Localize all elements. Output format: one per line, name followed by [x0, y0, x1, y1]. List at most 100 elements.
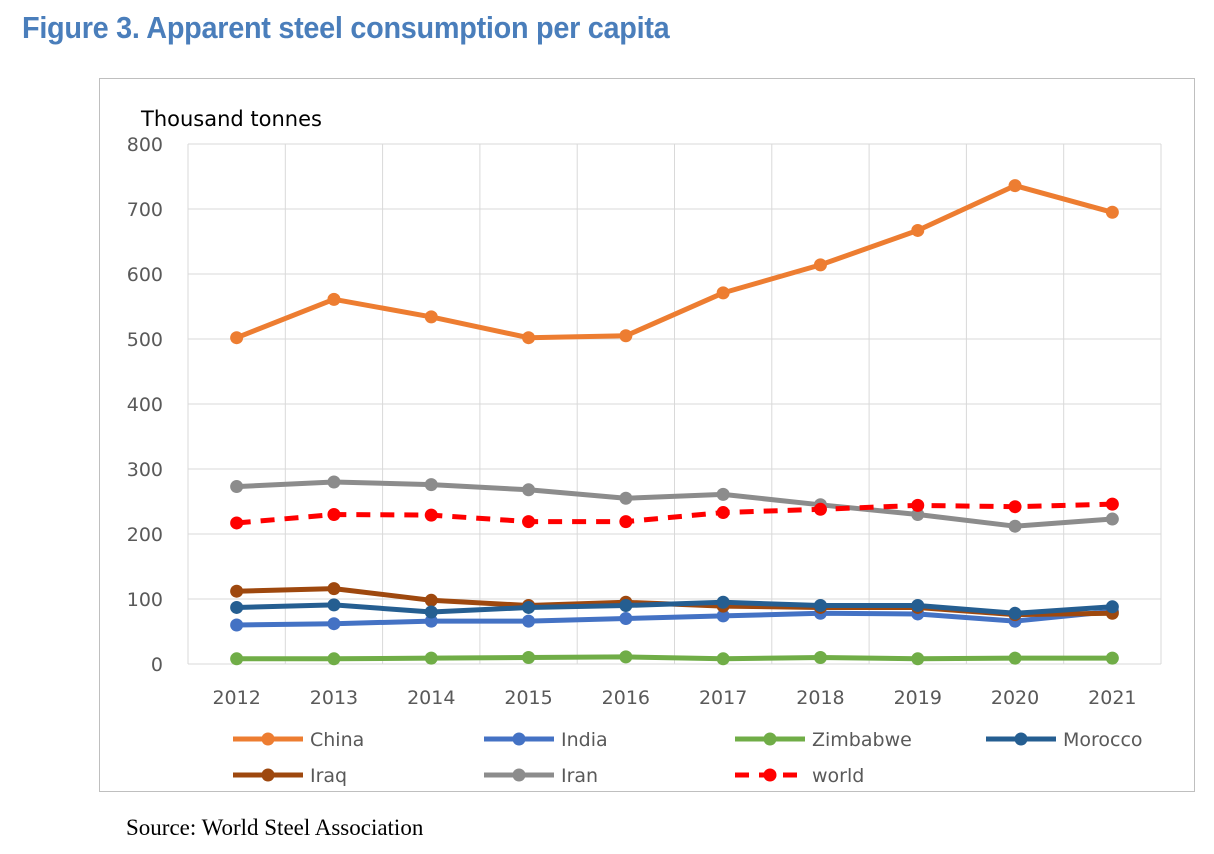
series-line-world — [236, 501, 1113, 526]
x-tick-label: 2021 — [1088, 687, 1136, 709]
data-point-china — [230, 331, 244, 345]
x-tick-label: 2017 — [699, 687, 747, 709]
data-point-morocco — [1105, 600, 1119, 614]
legend-label-world: world — [812, 765, 864, 787]
data-point-zimbabwe — [327, 652, 341, 666]
x-tick-label: 2020 — [991, 687, 1039, 709]
data-point-morocco — [813, 599, 827, 612]
x-tick-label: 2012 — [212, 687, 260, 709]
data-point-china — [424, 310, 438, 324]
data-point-zimbabwe — [1008, 651, 1022, 665]
data-point-world — [522, 515, 536, 529]
legend-marker-zimbabwe — [763, 732, 777, 746]
y-tick-label: 800 — [127, 134, 163, 156]
data-point-iran — [1105, 512, 1119, 526]
data-point-world — [327, 508, 341, 521]
data-point-china — [1008, 179, 1022, 193]
legend-label-china: China — [310, 729, 364, 751]
y-tick-label: 600 — [127, 264, 163, 286]
data-point-zimbabwe — [1105, 651, 1119, 665]
data-point-iran — [716, 487, 730, 501]
data-point-iran — [522, 483, 536, 497]
legend-label-iran: Iran — [561, 765, 598, 787]
legend-marker-world — [763, 768, 777, 782]
x-tick-label: 2014 — [407, 687, 455, 709]
y-tick-label: 500 — [127, 329, 163, 351]
figure-title: Figure 3. Apparent steel consumption per… — [22, 10, 670, 45]
data-point-zimbabwe — [619, 650, 633, 664]
y-axis-label: Thousand tonnes — [140, 107, 322, 131]
legend-marker-china — [261, 732, 275, 746]
x-tick-label: 2019 — [894, 687, 942, 709]
data-point-china — [522, 331, 536, 345]
y-tick-label: 0 — [151, 654, 163, 676]
data-point-iran — [1008, 519, 1022, 533]
data-point-morocco — [327, 598, 341, 612]
x-tick-label: 2015 — [504, 687, 552, 709]
data-point-china — [327, 292, 341, 306]
y-tick-label: 400 — [127, 394, 163, 416]
data-point-morocco — [716, 595, 730, 609]
data-point-world — [911, 498, 925, 512]
data-point-iran — [230, 480, 244, 494]
data-point-zimbabwe — [813, 651, 827, 664]
series-line-morocco — [234, 599, 1115, 616]
data-point-morocco — [522, 600, 536, 614]
data-point-iraq — [230, 584, 244, 598]
data-point-china — [716, 286, 730, 300]
legend-marker-iraq — [261, 768, 275, 782]
y-tick-label: 100 — [127, 589, 163, 611]
data-point-india — [327, 617, 341, 631]
data-point-morocco — [619, 599, 633, 612]
legend-label-india: India — [561, 729, 608, 751]
data-point-zimbabwe — [230, 652, 244, 666]
data-point-world — [813, 502, 827, 516]
data-point-iraq — [424, 593, 438, 607]
data-point-world — [230, 516, 244, 530]
data-point-india — [716, 609, 730, 623]
data-point-world — [716, 506, 730, 520]
x-tick-label: 2016 — [602, 687, 650, 709]
legend-label-morocco: Morocco — [1063, 729, 1143, 751]
series-line-china — [234, 183, 1115, 341]
data-point-morocco — [230, 600, 244, 614]
y-tick-label: 300 — [127, 459, 163, 481]
series-line-india — [234, 608, 1115, 628]
data-point-world — [424, 508, 438, 522]
data-point-iran — [911, 508, 925, 521]
data-point-china — [911, 223, 925, 237]
y-tick-label: 700 — [127, 199, 163, 221]
y-tick-label: 200 — [127, 524, 163, 546]
data-point-iran — [327, 475, 341, 489]
source-note: Source: World Steel Association — [126, 815, 424, 840]
data-point-india — [522, 614, 536, 628]
data-point-india — [619, 612, 633, 625]
x-tick-label: 2013 — [310, 687, 358, 709]
data-point-morocco — [424, 605, 438, 619]
legend-marker-morocco — [1014, 732, 1028, 746]
data-point-world — [619, 515, 633, 529]
data-point-zimbabwe — [424, 651, 438, 665]
data-point-china — [813, 258, 827, 272]
data-point-morocco — [911, 599, 925, 612]
legend-label-iraq: Iraq — [310, 765, 347, 787]
data-point-morocco — [1008, 606, 1022, 620]
legend-marker-iran — [512, 768, 526, 782]
data-point-zimbabwe — [716, 652, 730, 666]
data-point-india — [424, 614, 438, 628]
series-line-zimbabwe — [234, 654, 1115, 662]
data-point-zimbabwe — [522, 651, 536, 664]
legend-label-zimbabwe: Zimbabwe — [812, 729, 912, 751]
data-point-iran — [619, 491, 633, 505]
data-point-world — [1105, 497, 1119, 511]
series-line-iran — [234, 479, 1115, 529]
data-point-world — [1008, 500, 1022, 514]
x-tick-label: 2018 — [796, 687, 844, 709]
chart-area — [99, 78, 1195, 792]
legend-marker-india — [512, 732, 526, 746]
data-point-zimbabwe — [911, 652, 925, 666]
data-point-iraq — [327, 582, 341, 596]
data-point-india — [230, 618, 244, 632]
data-point-iran — [424, 478, 438, 492]
